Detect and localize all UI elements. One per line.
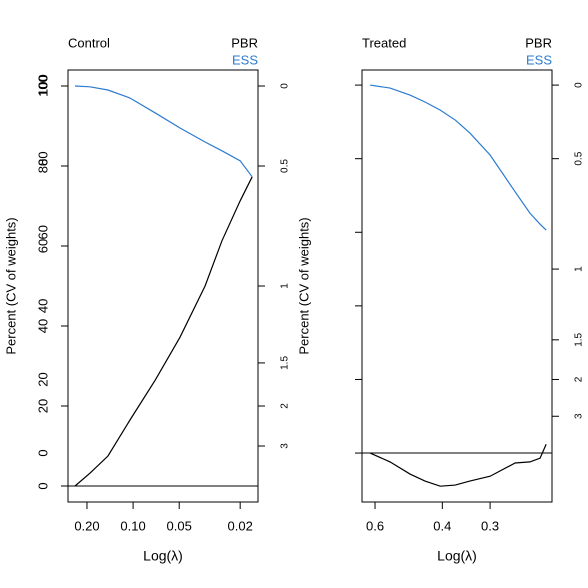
plot-frame: [67, 69, 259, 503]
x-tick-label: 0.05: [167, 518, 192, 533]
legend-entry: ESS: [232, 52, 258, 67]
line-series: [74, 85, 253, 178]
y-tick-label: 100: [35, 74, 50, 96]
y2-tick-label: 1.5: [280, 356, 291, 370]
y-tick-label: 20: [35, 372, 50, 386]
x-tick-label: 0.10: [120, 518, 145, 533]
y-tick-label: 40: [35, 299, 50, 313]
x-tick-label: 0.4: [433, 518, 451, 533]
line-series: [370, 84, 547, 231]
legend-entry: PBR: [231, 35, 258, 50]
y-tick-label: 20: [35, 399, 50, 413]
y2-tick-label: 0.5: [574, 151, 585, 165]
y2-tick-label: 1: [574, 266, 585, 272]
y-tick-label: 80: [35, 151, 50, 165]
y-tick-label: 0: [35, 449, 50, 456]
legend-entry: ESS: [526, 52, 552, 67]
y2-tick-label: 2: [280, 403, 291, 409]
line-series: [369, 443, 547, 487]
y2-tick-label: 0: [280, 83, 291, 89]
y-tick-label: 0: [35, 482, 50, 489]
plot-frame: [361, 69, 553, 503]
y2-tick-label: 2: [574, 376, 585, 382]
x-tick-label: 0.3: [481, 518, 499, 533]
y-tick-label: 40: [35, 319, 50, 333]
legend-entry: PBR: [525, 35, 552, 50]
x-tick-label: 0.02: [228, 518, 253, 533]
y-axis-label: Percent (CV of weights): [296, 217, 311, 354]
y-tick-label: 60: [35, 225, 50, 239]
y2-tick-label: 1.5: [574, 332, 585, 346]
y-tick-label: 80: [35, 159, 50, 173]
panel-title: Treated: [362, 35, 406, 50]
y-tick-label: 100: [35, 75, 50, 97]
y2-tick-label: 3: [280, 443, 291, 449]
y2-tick-label: 3: [574, 413, 585, 419]
x-axis-label: Log(λ): [437, 548, 477, 564]
y-tick-label: 60: [35, 239, 50, 253]
panel-title: Control: [68, 35, 110, 50]
y2-tick-label: 1: [280, 283, 291, 289]
y-axis-label: Percent (CV of weights): [3, 217, 18, 354]
y2-tick-label: 0.5: [280, 159, 291, 173]
x-tick-label: 0.20: [74, 518, 99, 533]
line-series: [74, 176, 253, 487]
x-axis-label: Log(λ): [143, 548, 183, 564]
y2-tick-label: 0: [574, 82, 585, 88]
x-tick-label: 0.6: [366, 518, 384, 533]
